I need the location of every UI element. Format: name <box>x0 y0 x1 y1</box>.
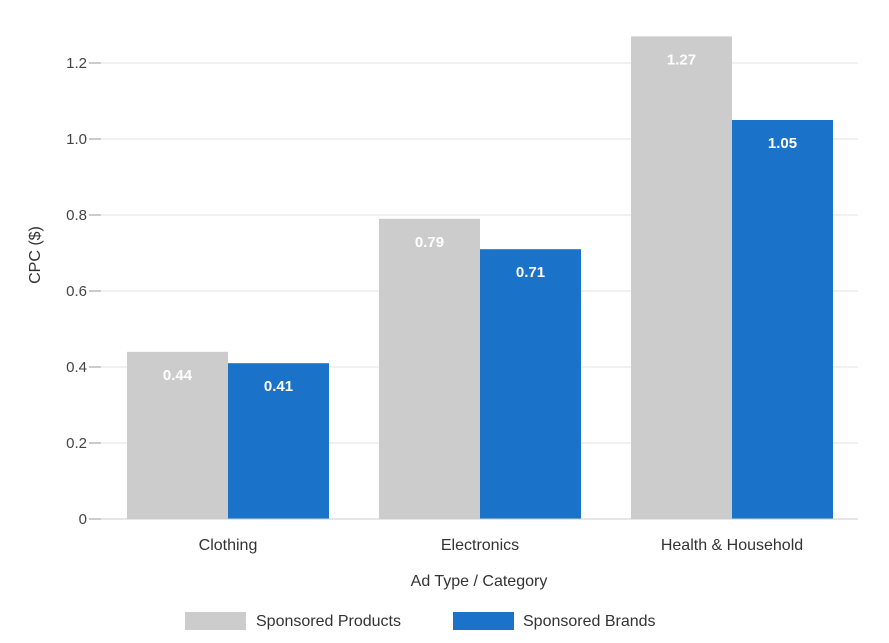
data-label: 0.71 <box>516 264 545 281</box>
x-categories: Clothing Electronics Health & Household <box>199 537 804 554</box>
y-tick-label: 0.8 <box>66 207 87 224</box>
legend-label: Sponsored Products <box>256 613 401 630</box>
x-category-label: Electronics <box>441 537 519 554</box>
data-label: 0.79 <box>415 234 444 251</box>
data-label: 1.27 <box>667 51 696 68</box>
y-tick-label: 1.2 <box>66 55 87 72</box>
bar-sponsored-brands-health-household <box>732 120 833 519</box>
legend: Sponsored Products Sponsored Brands <box>185 612 656 630</box>
bars: 0.44 0.41 0.79 0.71 1.27 1.05 <box>127 36 833 520</box>
bar-sponsored-products-clothing <box>127 351 228 519</box>
bar-sponsored-products-health-household <box>631 36 732 520</box>
y-axis-title: CPC ($) <box>27 226 44 284</box>
bar-sponsored-brands-clothing <box>228 363 329 519</box>
legend-label: Sponsored Brands <box>523 613 656 630</box>
x-axis-title: Ad Type / Category <box>411 573 548 590</box>
y-tick-label: 0.2 <box>66 435 87 452</box>
bar-sponsored-products-electronics <box>379 218 480 520</box>
legend-swatch <box>185 612 246 630</box>
y-ticks: 0 0.2 0.4 0.6 0.8 1.0 1.2 <box>66 55 101 528</box>
x-category-label: Health & Household <box>661 537 803 554</box>
data-label: 0.44 <box>163 367 193 384</box>
data-label: 1.05 <box>768 135 797 152</box>
y-tick-label: 0.4 <box>66 359 87 376</box>
bar-sponsored-brands-electronics <box>480 249 581 519</box>
y-tick-label: 0.6 <box>66 283 87 300</box>
legend-swatch <box>453 612 514 630</box>
y-tick-label: 0 <box>79 511 87 528</box>
y-tick-label: 1.0 <box>66 131 87 148</box>
data-label: 0.41 <box>264 378 293 395</box>
x-category-label: Clothing <box>199 537 258 554</box>
